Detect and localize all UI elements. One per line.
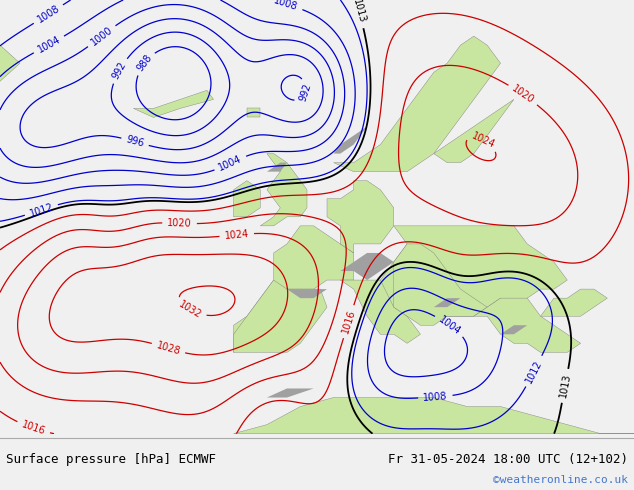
Text: 1012: 1012 xyxy=(524,358,544,385)
Polygon shape xyxy=(0,27,20,99)
Polygon shape xyxy=(340,253,394,280)
Text: Surface pressure [hPa] ECMWF: Surface pressure [hPa] ECMWF xyxy=(6,452,216,466)
Polygon shape xyxy=(541,289,607,316)
Polygon shape xyxy=(333,36,500,171)
Polygon shape xyxy=(394,244,487,325)
Polygon shape xyxy=(474,298,581,352)
Polygon shape xyxy=(247,108,261,118)
Text: 1028: 1028 xyxy=(155,340,182,357)
Text: 1032: 1032 xyxy=(177,299,204,320)
Text: 992: 992 xyxy=(297,82,313,102)
Text: 1024: 1024 xyxy=(224,229,249,241)
Text: 1012: 1012 xyxy=(28,201,55,219)
Text: 996: 996 xyxy=(125,134,145,149)
Text: 992: 992 xyxy=(110,60,128,81)
Text: 1004: 1004 xyxy=(36,34,62,55)
Text: 1020: 1020 xyxy=(167,218,192,229)
Text: 1013: 1013 xyxy=(558,373,573,399)
Text: 1020: 1020 xyxy=(510,83,536,106)
Text: Fr 31-05-2024 18:00 UTC (12+102): Fr 31-05-2024 18:00 UTC (12+102) xyxy=(387,452,628,466)
Text: 988: 988 xyxy=(135,52,154,74)
Text: 1008: 1008 xyxy=(36,3,61,25)
Text: 1004: 1004 xyxy=(217,154,243,173)
Polygon shape xyxy=(233,397,634,434)
Polygon shape xyxy=(287,289,327,298)
Polygon shape xyxy=(261,153,307,226)
Polygon shape xyxy=(233,280,327,352)
Polygon shape xyxy=(134,90,214,118)
Text: 1000: 1000 xyxy=(89,24,115,48)
Polygon shape xyxy=(394,153,420,172)
Polygon shape xyxy=(233,226,354,352)
Polygon shape xyxy=(500,325,527,334)
Text: 1008: 1008 xyxy=(423,391,448,403)
Polygon shape xyxy=(333,126,367,153)
Polygon shape xyxy=(267,163,287,172)
Polygon shape xyxy=(340,280,420,343)
Polygon shape xyxy=(327,181,394,253)
Text: 1004: 1004 xyxy=(437,314,463,337)
Text: 1024: 1024 xyxy=(470,130,496,149)
Polygon shape xyxy=(267,389,314,397)
Polygon shape xyxy=(434,298,460,307)
Text: ©weatheronline.co.uk: ©weatheronline.co.uk xyxy=(493,475,628,486)
Polygon shape xyxy=(233,181,261,217)
Text: 1016: 1016 xyxy=(340,309,357,335)
Text: 1013: 1013 xyxy=(351,0,367,24)
Text: 1008: 1008 xyxy=(273,0,299,13)
Polygon shape xyxy=(380,226,567,316)
Polygon shape xyxy=(434,99,514,163)
Text: 1016: 1016 xyxy=(20,419,46,437)
